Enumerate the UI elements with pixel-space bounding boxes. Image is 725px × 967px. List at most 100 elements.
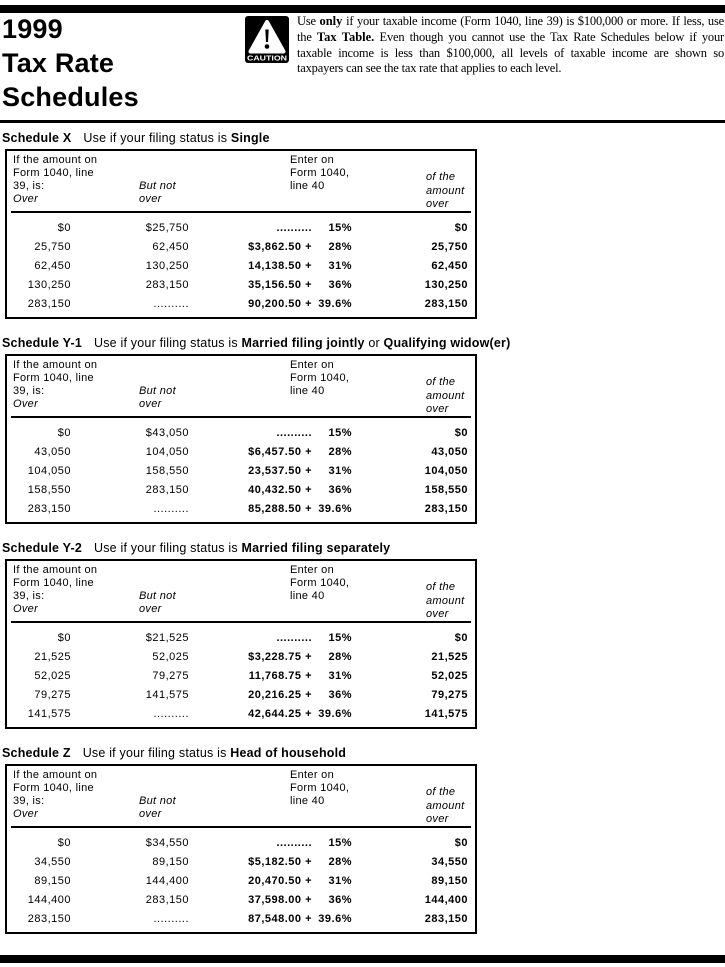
table-rows: $0 $21,525.......... 15% $0 21,525 52,025 $3,2… — [7, 623, 475, 727]
header-but-not-over: But not over — [139, 590, 176, 615]
cell-base: .......... — [276, 836, 312, 849]
header-divider — [11, 211, 471, 213]
table-header: If the amount on Form 1040, line 39, is:… — [7, 766, 475, 826]
cell-rate: 15% — [328, 836, 352, 849]
cell-over: 25,750 — [34, 240, 71, 253]
cell-but-not-over: 52,025 — [152, 650, 189, 663]
header-of-amount-over: of the amount over — [426, 581, 465, 620]
table-row: 283,150.......... 87,548.00 + 39.6% 283,150 — [7, 909, 475, 928]
use-prefix: Use if your filing status is — [82, 746, 231, 760]
cell-amount-over: 52,025 — [431, 669, 468, 682]
cell-base: 14,138.50 + — [248, 259, 312, 272]
cell-but-not-over: 283,150 — [145, 893, 189, 906]
cell-rate: 28% — [328, 650, 352, 663]
cell-base: 23,537.50 + — [248, 464, 312, 477]
cell-over: 34,550 — [34, 855, 71, 868]
cell-over: 158,550 — [27, 483, 71, 496]
cell-but-not-over: .......... — [153, 707, 189, 720]
bottom-rule — [0, 955, 725, 963]
cell-rate: 31% — [328, 874, 352, 887]
use-prefix: Use if your filing status is — [93, 541, 242, 555]
intro-text: if your taxable income (Form 1040, line … — [297, 14, 724, 44]
cell-amount-over: 25,750 — [431, 240, 468, 253]
cell-base: 87,548.00 + — [248, 912, 312, 925]
cell-but-not-over: .......... — [153, 297, 189, 310]
cell-base: $3,862.50 + — [248, 240, 312, 253]
table-rows: $0 $43,050.......... 15% $0 43,050 104,050 $6,… — [7, 418, 475, 522]
cell-rate: 28% — [328, 445, 352, 458]
header-divider — [11, 621, 471, 623]
cell-amount-over: $0 — [454, 631, 468, 644]
table-header: If the amount on Form 1040, line 39, is:… — [7, 561, 475, 621]
schedule-name: Schedule Y-2 — [2, 541, 82, 555]
cell-base: 85,288.50 + — [248, 502, 312, 515]
cell-rate: 39.6% — [318, 912, 352, 925]
table-row: 130,250 283,150 35,156.50 + 36% 130,250 — [7, 275, 475, 294]
table-row: 43,050 104,050 $6,457.50 + 28% 43,050 — [7, 442, 475, 461]
cell-but-not-over: 283,150 — [145, 278, 189, 291]
table-row: $0 $21,525.......... 15% $0 — [7, 628, 475, 647]
cell-amount-over: $0 — [454, 836, 468, 849]
cell-over: 283,150 — [27, 297, 71, 310]
header-over: Over — [13, 193, 39, 205]
header-enter-on: Enter on Form 1040, line 40 — [290, 154, 350, 192]
schedule-use-text: Use if your filing status is Single — [83, 131, 269, 145]
cell-amount-over: 79,275 — [431, 688, 468, 701]
header-enter-on: Enter on Form 1040, line 40 — [290, 564, 350, 602]
page-title: 1999 Tax Rate Schedules — [2, 14, 139, 112]
schedule-label: Schedule X Use if your filing status is S… — [2, 131, 482, 146]
cell-amount-over: 158,550 — [424, 483, 468, 496]
cell-rate: 39.6% — [318, 297, 352, 310]
filing-status: Married filing separately — [241, 541, 391, 555]
schedule-name: Schedule X — [2, 131, 72, 145]
schedule-y2-section: Schedule Y-2 Use if your filing status is… — [2, 541, 482, 729]
cell-rate: 36% — [328, 278, 352, 291]
cell-but-not-over: $25,750 — [145, 221, 189, 234]
schedule-name: Schedule Y-1 — [2, 336, 82, 350]
table-row: 283,150.......... 85,288.50 + 39.6% 283,150 — [7, 499, 475, 518]
header-amount-condition: If the amount on Form 1040, line 39, is: — [13, 564, 98, 602]
cell-over: 104,050 — [27, 464, 71, 477]
cell-amount-over: 283,150 — [424, 297, 468, 310]
cell-amount-over: 62,450 — [431, 259, 468, 272]
table-rows: $0 $34,550.......... 15% $0 34,550 89,150 $5,1… — [7, 828, 475, 932]
header-of-amount-over: of the amount over — [426, 376, 465, 415]
cell-but-not-over: 79,275 — [152, 669, 189, 682]
cell-but-not-over: .......... — [153, 502, 189, 515]
cell-but-not-over: 144,400 — [145, 874, 189, 887]
cell-base: .......... — [276, 221, 312, 234]
cell-but-not-over: 62,450 — [152, 240, 189, 253]
table-row: 89,150 144,400 20,470.50 + 31% 89,150 — [7, 871, 475, 890]
header-of-amount-over: of the amount over — [426, 171, 465, 210]
cell-amount-over: 89,150 — [431, 874, 468, 887]
filing-status: Married filing jointly — [241, 336, 365, 350]
header-enter-on: Enter on Form 1040, line 40 — [290, 769, 350, 807]
cell-base: 40,432.50 + — [248, 483, 312, 496]
cell-base: $3,228.75 + — [248, 650, 312, 663]
cell-but-not-over: 130,250 — [145, 259, 189, 272]
filing-status: Single — [230, 131, 270, 145]
cell-over: 144,400 — [27, 893, 71, 906]
header-amount-condition: If the amount on Form 1040, line 39, is: — [13, 154, 98, 192]
cell-amount-over: 21,525 — [431, 650, 468, 663]
header-over: Over — [13, 398, 39, 410]
cell-base: .......... — [276, 631, 312, 644]
header-but-not-over: But not over — [139, 180, 176, 205]
cell-rate: 36% — [328, 483, 352, 496]
header-enter-on: Enter on Form 1040, line 40 — [290, 359, 350, 397]
schedule-use-text: Use if your filing status is Married fil… — [94, 541, 390, 555]
cell-rate: 31% — [328, 259, 352, 272]
cell-base: 90,200.50 + — [248, 297, 312, 310]
cell-over: 52,025 — [34, 669, 71, 682]
tax-table: If the amount on Form 1040, line 39, is:… — [5, 559, 477, 729]
cell-but-not-over: 158,550 — [145, 464, 189, 477]
table-row: 104,050 158,550 23,537.50 + 31% 104,050 — [7, 461, 475, 480]
cell-amount-over: 141,575 — [424, 707, 468, 720]
cell-amount-over: 283,150 — [424, 912, 468, 925]
cell-rate: 15% — [328, 631, 352, 644]
filing-status: Head of household — [230, 746, 347, 760]
cell-rate: 36% — [328, 688, 352, 701]
cell-over: 43,050 — [34, 445, 71, 458]
intro-paragraph: Use only if your taxable income (Form 10… — [297, 14, 724, 77]
